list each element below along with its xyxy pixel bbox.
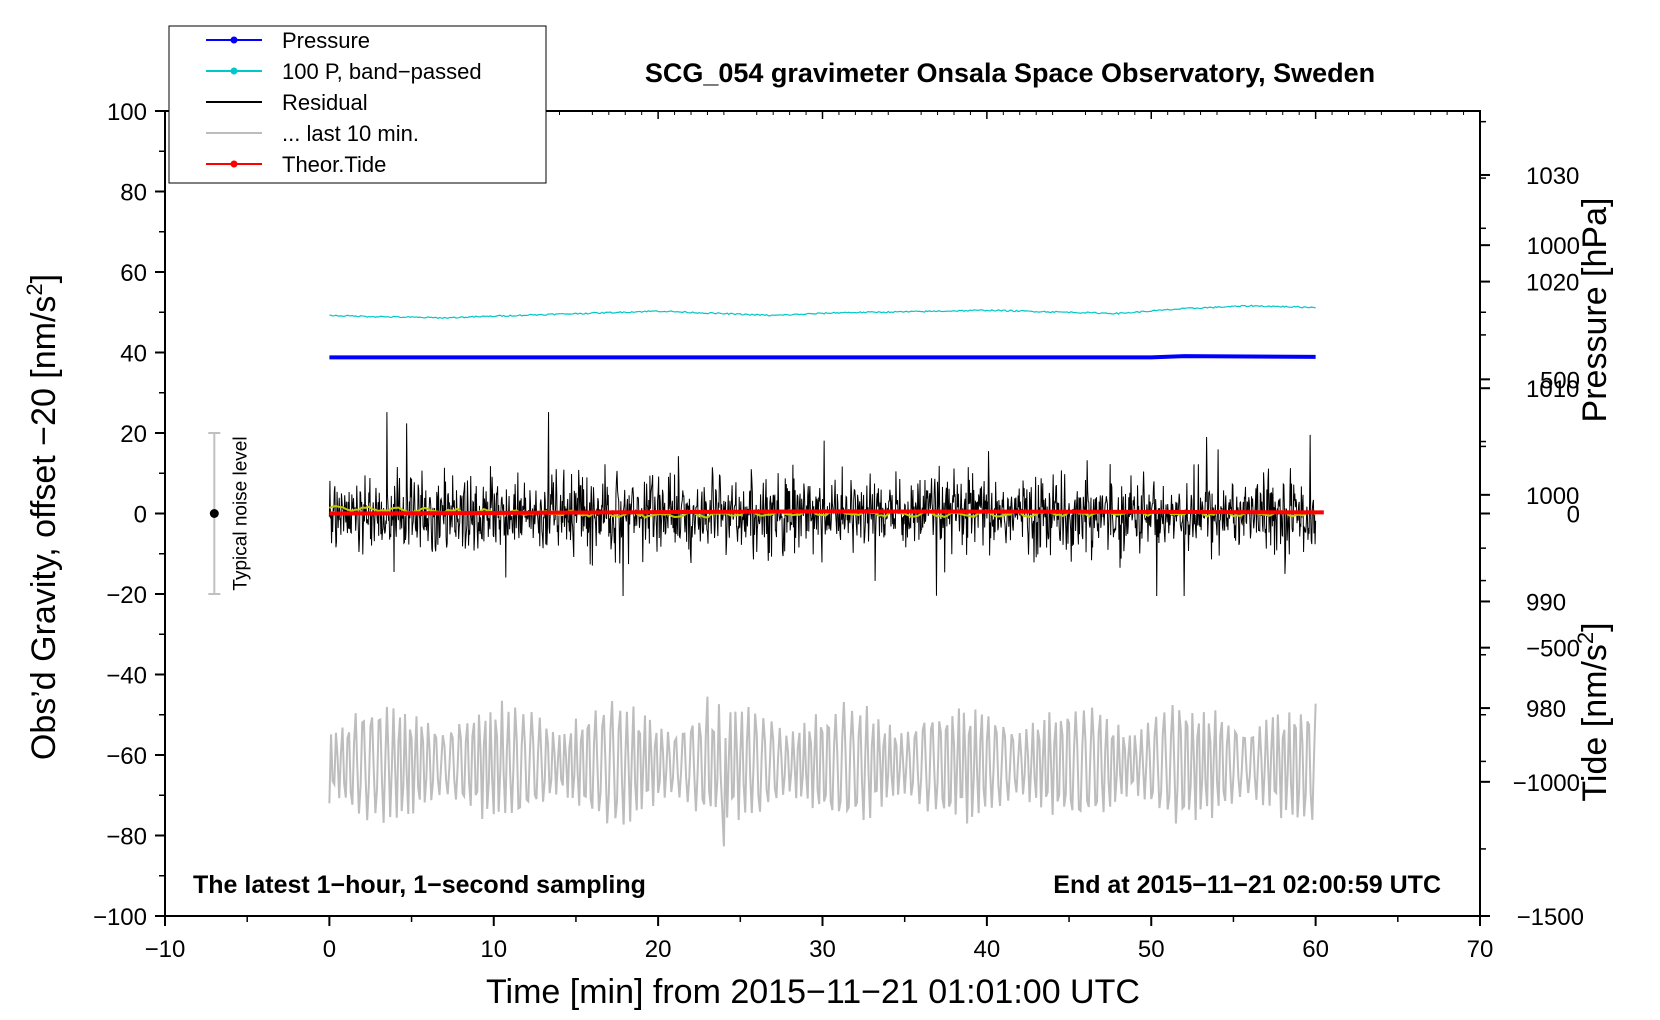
last-10-min-series	[328, 696, 1317, 847]
legend-box	[168, 25, 547, 184]
legend-swatch-marker	[230, 160, 238, 168]
y-axis-tide-label: Tide [nm/s2]	[1573, 622, 1614, 801]
pressure-tick-label: 1010	[1526, 376, 1579, 403]
tide-tick-label: −500	[1526, 636, 1580, 663]
y-tick-label: 40	[120, 341, 147, 368]
x-axis: −10 0 10 20 30 40 50 60 70	[145, 111, 1494, 963]
legend-label: Pressure	[282, 28, 370, 53]
y-axis-pressure-label: Pressure [hPa]	[1576, 198, 1614, 423]
y-tick-label: −80	[106, 824, 147, 851]
y-tick-label: 100	[107, 99, 147, 126]
pressure-tick-label: 990	[1526, 589, 1566, 616]
legend-swatch-marker	[230, 36, 238, 44]
y-tick-label: 80	[120, 180, 147, 207]
y-tick-label: 20	[120, 421, 147, 448]
annotation-sampling: The latest 1−hour, 1−second sampling	[193, 871, 646, 899]
legend-label: 100 P, band−passed	[282, 59, 482, 84]
tide-tick-label: −1500	[1517, 904, 1584, 931]
x-tick-label: 0	[323, 936, 336, 963]
noise-level-label: Typical noise level	[230, 436, 251, 590]
tide-tick-label: 0	[1567, 502, 1580, 529]
pressure-tick-label: 1000	[1526, 483, 1579, 510]
legend-swatch-marker	[230, 67, 238, 75]
tide-tick-label: 500	[1540, 367, 1580, 394]
theoretical-tide-series	[329, 509, 1324, 516]
y-tick-label: 60	[120, 260, 147, 287]
annotation-end-time: End at 2015−11−21 02:00:59 UTC	[1053, 871, 1441, 899]
y-axis-left: 100 80 60 40 20 0 −20 −40 −60 −80 −100	[93, 99, 165, 931]
y-axis-right-pressure: 1030 1020 1010 1000 990 980	[1480, 120, 1579, 763]
x-tick-label: −10	[145, 936, 186, 963]
x-tick-label: 10	[480, 936, 507, 963]
chart-title: SCG_054 gravimeter Onsala Space Observat…	[645, 58, 1375, 88]
x-tick-label: 50	[1138, 936, 1165, 963]
y-axis-left-label: Obs’d Gravity, offset −20 [nm/s2]	[22, 274, 63, 760]
y-tick-label: −20	[106, 582, 147, 609]
legend: Pressure 100 P, band−passed Residual ... la…	[168, 25, 547, 184]
x-tick-label: 30	[809, 936, 836, 963]
y-tick-label: −40	[106, 663, 147, 690]
y-tick-label: −100	[93, 904, 147, 931]
tide-tick-label: 1000	[1527, 233, 1580, 260]
x-axis-label: Time [min] from 2015−11−21 01:01:00 UTC	[486, 973, 1140, 1011]
pressure-tick-label: 1020	[1526, 270, 1579, 297]
y-tick-label: 0	[134, 502, 147, 529]
y-axis-right-tide: 1000 500 0 −500 −1000 −1500	[1480, 177, 1584, 931]
legend-label: Residual	[282, 90, 368, 115]
noise-level-indicator: Typical noise level	[208, 432, 251, 595]
x-tick-label: 20	[645, 936, 672, 963]
legend-label: Theor.Tide	[282, 152, 386, 177]
band-passed-pressure-series	[329, 304, 1316, 320]
pressure-series	[329, 354, 1316, 360]
tide-tick-label: −1000	[1513, 770, 1580, 797]
pressure-tick-label: 1030	[1526, 163, 1579, 190]
y-tick-label: −60	[106, 743, 147, 770]
x-tick-label: 70	[1467, 936, 1494, 963]
noise-center-dot	[209, 509, 219, 518]
pressure-tick-label: 980	[1526, 696, 1566, 723]
x-tick-label: 60	[1302, 936, 1329, 963]
x-tick-label: 40	[974, 936, 1001, 963]
legend-label: ... last 10 min.	[282, 121, 419, 146]
series-layer	[328, 304, 1324, 847]
